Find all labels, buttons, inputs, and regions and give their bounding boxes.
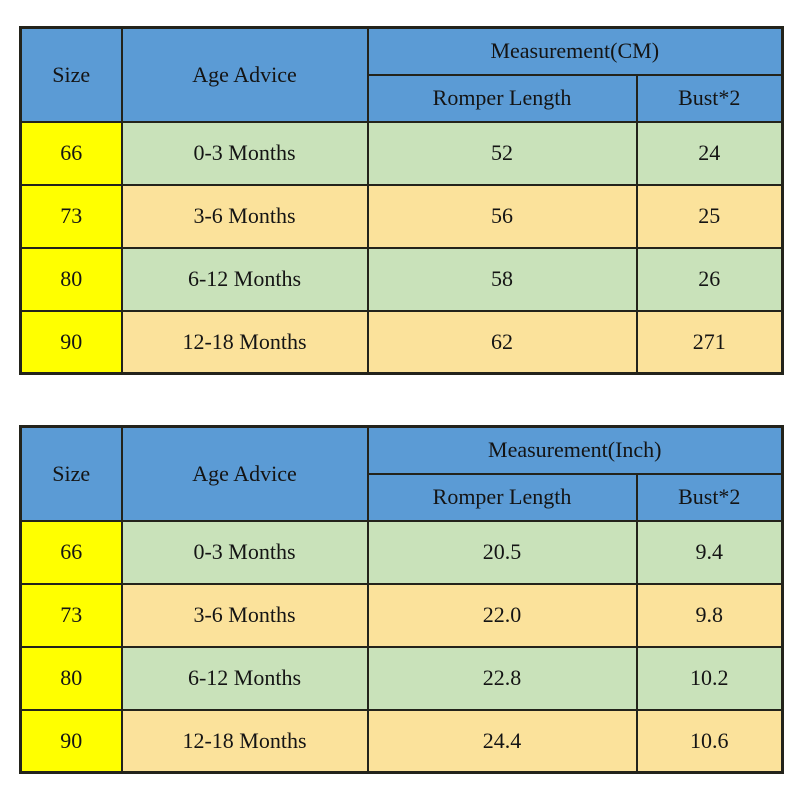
cell-bust: 9.8 <box>635 582 784 648</box>
table-row: 80 6-12 Months 22.8 10.2 <box>19 645 784 711</box>
header-bust: Bust*2 <box>635 73 784 123</box>
cell-bust: 24 <box>635 120 784 186</box>
cell-bust: 10.6 <box>635 708 784 774</box>
cell-bust: 25 <box>635 183 784 249</box>
size-table-cm: Size Age Advice Measurement(CM) Romper L… <box>19 26 784 375</box>
table-row: 80 6-12 Months 58 26 <box>19 246 784 312</box>
cell-romper-length: 22.0 <box>366 582 638 648</box>
cell-size: 90 <box>19 309 123 375</box>
cell-romper-length: 24.4 <box>366 708 638 774</box>
cell-romper-length: 20.5 <box>366 519 638 585</box>
header-age-advice: Age Advice <box>120 26 369 123</box>
cell-romper-length: 58 <box>366 246 638 312</box>
table-row: 73 3-6 Months 56 25 <box>19 183 784 249</box>
cell-size: 90 <box>19 708 123 774</box>
cell-bust: 9.4 <box>635 519 784 585</box>
header-age-advice: Age Advice <box>120 425 369 522</box>
cell-age: 12-18 Months <box>120 309 369 375</box>
header-size: Size <box>19 26 123 123</box>
cell-age: 0-3 Months <box>120 519 369 585</box>
header-size: Size <box>19 425 123 522</box>
cell-age: 3-6 Months <box>120 183 369 249</box>
cell-size: 80 <box>19 246 123 312</box>
header-measurement-cm: Measurement(CM) <box>366 26 784 76</box>
cell-age: 12-18 Months <box>120 708 369 774</box>
table-row: 90 12-18 Months 62 271 <box>19 309 784 375</box>
cell-bust: 271 <box>635 309 784 375</box>
table-row: 90 12-18 Months 24.4 10.6 <box>19 708 784 774</box>
cell-age: 0-3 Months <box>120 120 369 186</box>
cell-size: 73 <box>19 582 123 648</box>
cell-age: 6-12 Months <box>120 645 369 711</box>
cell-age: 6-12 Months <box>120 246 369 312</box>
header-bust: Bust*2 <box>635 472 784 522</box>
cell-bust: 10.2 <box>635 645 784 711</box>
cell-bust: 26 <box>635 246 784 312</box>
table-row: 66 0-3 Months 52 24 <box>19 120 784 186</box>
cell-romper-length: 22.8 <box>366 645 638 711</box>
header-romper-length: Romper Length <box>366 73 638 123</box>
table-row: 73 3-6 Months 22.0 9.8 <box>19 582 784 648</box>
cell-romper-length: 56 <box>366 183 638 249</box>
cell-size: 73 <box>19 183 123 249</box>
header-romper-length: Romper Length <box>366 472 638 522</box>
cell-age: 3-6 Months <box>120 582 369 648</box>
cell-romper-length: 62 <box>366 309 638 375</box>
header-measurement-inch: Measurement(Inch) <box>366 425 784 475</box>
size-table-inch: Size Age Advice Measurement(Inch) Romper… <box>19 425 785 774</box>
cell-romper-length: 52 <box>366 120 638 186</box>
cell-size: 66 <box>19 120 123 186</box>
table-row: 66 0-3 Months 20.5 9.4 <box>19 519 784 585</box>
cell-size: 80 <box>19 645 123 711</box>
cell-size: 66 <box>19 519 123 585</box>
